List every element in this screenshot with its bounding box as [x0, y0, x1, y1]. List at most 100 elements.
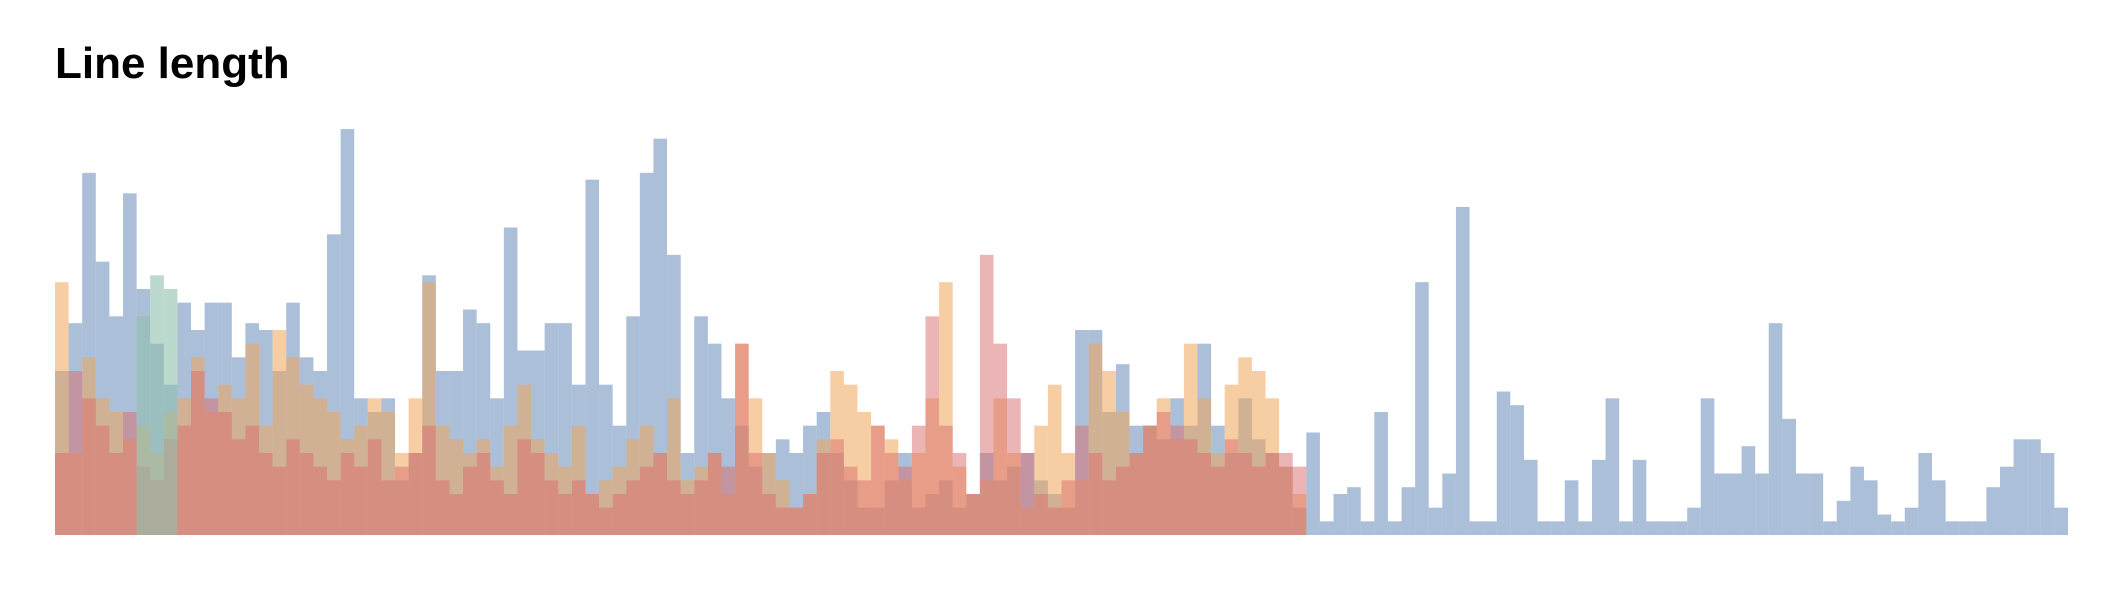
bar: [1755, 473, 1769, 535]
bar: [1931, 480, 1946, 535]
bar: [1673, 521, 1688, 535]
bar: [1061, 480, 1076, 535]
bar: [163, 289, 178, 535]
bar: [1632, 459, 1647, 535]
bar: [1007, 398, 1021, 535]
bar: [694, 480, 708, 535]
bar: [367, 439, 382, 535]
bar: [1279, 453, 1293, 535]
bar: [435, 480, 450, 535]
bar: [231, 439, 246, 535]
chart-title: Line length: [55, 39, 290, 88]
bar: [911, 425, 926, 535]
bar: [299, 453, 314, 535]
bar: [1850, 466, 1864, 535]
bar: [150, 275, 164, 535]
bar: [55, 453, 69, 535]
bar: [1918, 453, 1932, 535]
bar: [463, 466, 477, 535]
bar: [1863, 480, 1878, 535]
bar: [599, 507, 613, 535]
bar: [939, 425, 953, 535]
bar: [1496, 391, 1511, 535]
bar: [1823, 521, 1837, 535]
bar: [1659, 521, 1674, 535]
bar: [1265, 453, 1280, 535]
bar: [1319, 521, 1334, 535]
bar: [1809, 473, 1824, 535]
bar: [1047, 384, 1062, 535]
bar: [1197, 453, 1212, 535]
bar: [653, 138, 668, 535]
bar: [707, 453, 722, 535]
bar: [1986, 487, 2000, 535]
bar: [259, 453, 273, 535]
bar: [204, 398, 219, 535]
bar: [2027, 439, 2041, 535]
bar: [1156, 412, 1171, 535]
bar: [109, 453, 124, 535]
bar: [612, 494, 627, 535]
bar: [1795, 473, 1810, 535]
bar: [1537, 521, 1552, 535]
bar: [1714, 473, 1728, 535]
bar: [503, 494, 518, 535]
bar: [1578, 521, 1592, 535]
bar: [1047, 507, 1062, 535]
bar: [95, 425, 110, 535]
bar: [1224, 439, 1239, 535]
bar: [531, 453, 545, 535]
bar: [1646, 521, 1660, 535]
bar: [762, 494, 776, 535]
bar: [1455, 207, 1470, 535]
bar: [1415, 282, 1429, 535]
bar: [517, 439, 532, 535]
bar: [1999, 466, 2014, 535]
bar: [1428, 507, 1443, 535]
bar: [476, 453, 491, 535]
bar: [408, 453, 423, 535]
bar: [1238, 453, 1252, 535]
bar: [585, 494, 600, 535]
bar: [82, 398, 96, 535]
bar: [1170, 425, 1184, 535]
bar: [1387, 521, 1402, 535]
bar: [1877, 514, 1892, 535]
bar: [1551, 521, 1565, 535]
bar: [123, 412, 137, 535]
bar: [639, 466, 654, 535]
bar: [245, 425, 260, 535]
bar: [558, 494, 572, 535]
bar: [1469, 521, 1484, 535]
bar: [191, 371, 205, 535]
bar: [1523, 459, 1538, 535]
bar: [340, 453, 355, 535]
bar: [1727, 473, 1742, 535]
bar: [490, 480, 504, 535]
bar: [136, 316, 151, 535]
bar: [653, 453, 668, 535]
bar: [585, 179, 600, 535]
bar: [218, 412, 232, 535]
bar: [1510, 405, 1524, 535]
bar: [1333, 494, 1348, 535]
bar: [1700, 398, 1715, 535]
bar: [1306, 432, 1320, 535]
bar: [449, 494, 464, 535]
bar: [1088, 453, 1103, 535]
bar: [1251, 466, 1266, 535]
bar: [313, 466, 328, 535]
bar: [2040, 453, 2055, 535]
bar: [1360, 521, 1375, 535]
bar: [1959, 521, 1973, 535]
bar: [1741, 446, 1756, 535]
bar: [1401, 487, 1416, 535]
bar: [1442, 473, 1456, 535]
bar: [340, 129, 355, 535]
bar: [381, 480, 396, 535]
bar: [898, 466, 912, 535]
bar: [1619, 521, 1633, 535]
bar: [830, 439, 844, 535]
